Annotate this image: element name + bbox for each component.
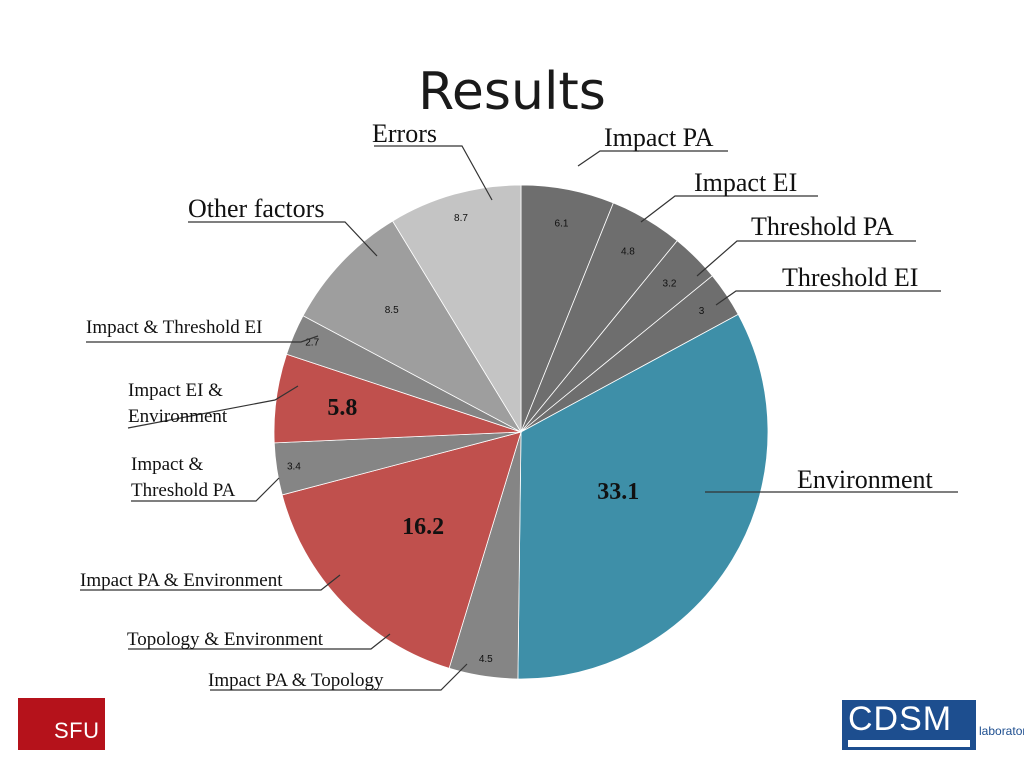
sfu-logo-text: SFU bbox=[54, 718, 100, 743]
pie-value-threshold-ei: 3 bbox=[699, 306, 705, 317]
pie-leader-impact-pa-and-environment bbox=[80, 574, 341, 591]
pie-leader-impact-pa bbox=[577, 150, 728, 167]
pie-labels: 6.1 Impact PA 4.8 Impact EI 3.2 Threshold PA 3… bbox=[80, 119, 958, 691]
cdsm-logo-box: CDSM bbox=[842, 700, 976, 750]
pie-value-impact-ei: 4.8 bbox=[621, 246, 635, 257]
pie-label-impact-pa: Impact PA bbox=[604, 123, 714, 152]
slide-title: Results bbox=[418, 62, 606, 122]
pie-leader-impact-and-threshold-pa bbox=[131, 477, 280, 502]
pie-slices bbox=[273, 184, 769, 680]
pie-leader-threshold-ei bbox=[715, 290, 941, 306]
pie-value-impact-pa-and-environment: 16.2 bbox=[402, 514, 444, 540]
pie-label-environment: Environment bbox=[797, 465, 934, 494]
cdsm-logo-text: CDSM bbox=[848, 700, 953, 738]
pie-label-impact-pa-and-topology: Impact PA & Topology bbox=[208, 670, 384, 691]
pie-leader-threshold-pa bbox=[696, 240, 916, 277]
pie-label-errors: Errors bbox=[372, 119, 437, 148]
pie-slice-impact-pa-and-environment bbox=[281, 431, 522, 669]
cdsm-logo: CDSM laboratory bbox=[842, 700, 1024, 758]
pie-label-topology-and-environment: Topology & Environment bbox=[127, 629, 324, 650]
pie-leader-impact-and-threshold-ei bbox=[86, 335, 319, 343]
pie-leader-impact-pa-and-topology bbox=[210, 663, 468, 691]
pie-label-impact-pa-and-environment: Impact PA & Environment bbox=[80, 570, 283, 591]
pie-label-impact-ei: Impact EI bbox=[694, 168, 797, 197]
pie-label-threshold-ei: Threshold EI bbox=[782, 263, 918, 292]
pie-leader-impact-ei bbox=[640, 195, 818, 223]
pie-slice-errors bbox=[392, 184, 522, 434]
pie-value-threshold-pa: 3.2 bbox=[663, 279, 677, 290]
pie-leader-other-factors bbox=[188, 221, 378, 257]
pie-value-impact-pa-and-topology: 4.5 bbox=[479, 654, 493, 665]
pie-value-impact-ei-and-environment: 5.8 bbox=[327, 395, 357, 421]
pie-leader-errors bbox=[374, 145, 493, 201]
pie-label-threshold-pa: Threshold PA bbox=[751, 212, 894, 241]
pie-label-other-factors: Other factors bbox=[188, 194, 324, 223]
pie-label-impact-ei-and-environment: Impact EI & Environment bbox=[128, 380, 228, 427]
pie-value-errors: 8.7 bbox=[454, 213, 468, 224]
pie-slice-other-factors bbox=[302, 220, 523, 434]
pie-leader-impact-ei-and-environment bbox=[127, 385, 299, 429]
pie-value-impact-and-threshold-ei: 2.7 bbox=[305, 337, 319, 348]
pie-label-impact-and-threshold-pa: Impact & Threshold PA bbox=[131, 454, 236, 501]
pie-leader-topology-and-environment bbox=[128, 633, 391, 650]
cdsm-logo-strip bbox=[848, 740, 970, 747]
pie-value-impact-pa: 6.1 bbox=[555, 219, 569, 230]
cdsm-logo-subtext: laboratory bbox=[979, 724, 1024, 738]
pie-value-environment: 33.1 bbox=[597, 479, 639, 505]
pie-value-impact-and-threshold-pa: 3.4 bbox=[287, 462, 301, 473]
pie-value-other-factors: 8.5 bbox=[385, 305, 399, 316]
pie-slice-environment bbox=[517, 313, 769, 680]
sfu-logo: SFU bbox=[18, 698, 105, 750]
pie-label-impact-and-threshold-ei: Impact & Threshold EI bbox=[86, 317, 262, 338]
